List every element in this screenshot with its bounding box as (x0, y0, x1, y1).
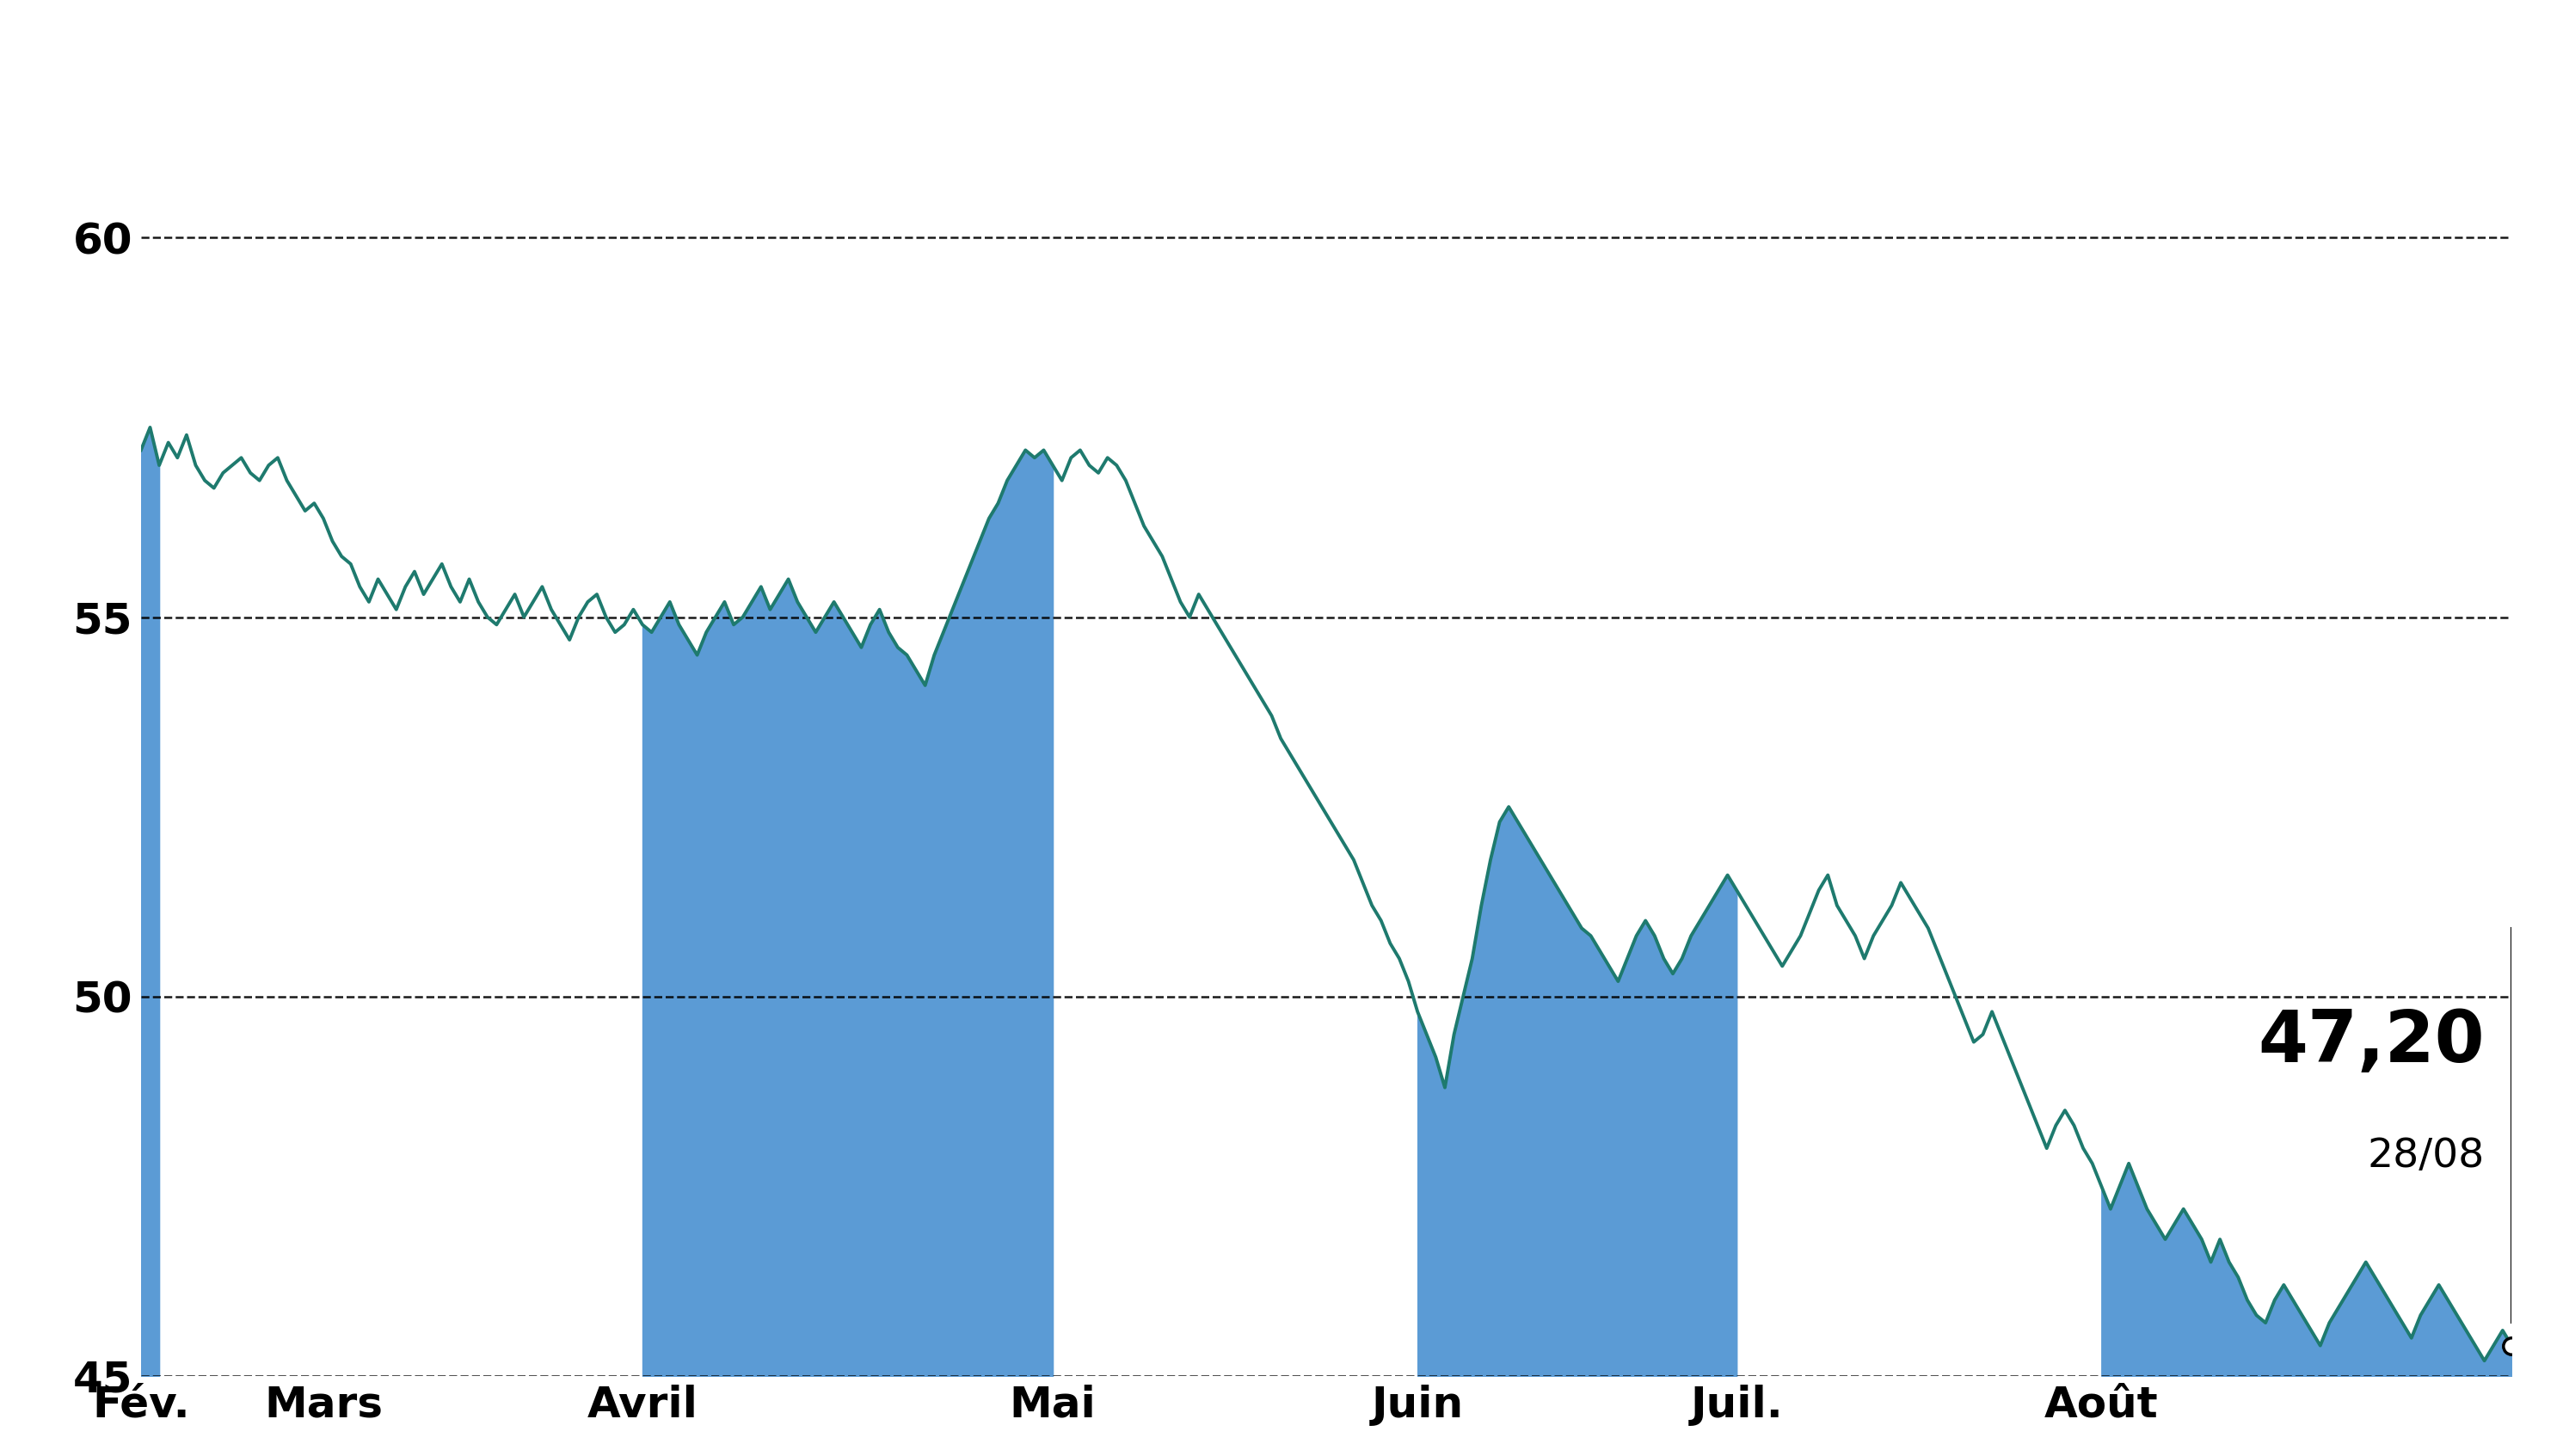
Text: 28/08: 28/08 (2368, 1137, 2484, 1175)
Text: EXEL INDUSTRIES: EXEL INDUSTRIES (851, 16, 1802, 108)
Text: 47,20: 47,20 (2258, 1008, 2484, 1077)
